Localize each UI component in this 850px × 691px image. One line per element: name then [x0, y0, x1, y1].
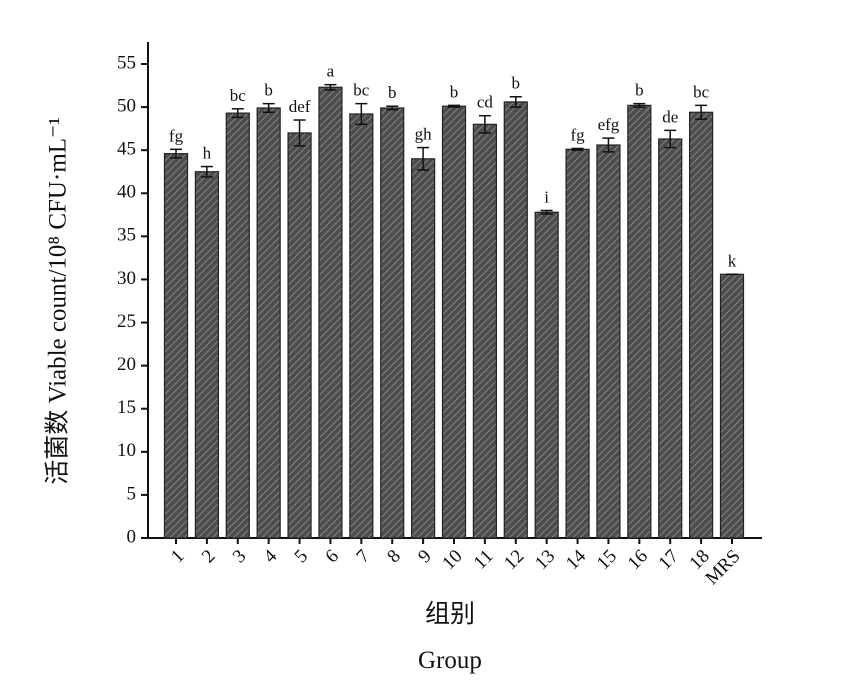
x-tick-label: 15: [593, 546, 621, 574]
bar: [163, 153, 189, 539]
y-tick-label: 0: [127, 526, 137, 547]
bar: [411, 158, 436, 539]
y-tick-label: 10: [117, 440, 136, 461]
x-tick-label: 12: [500, 546, 528, 574]
x-tick-label: 14: [562, 545, 591, 574]
x-tick-label: 1: [167, 546, 189, 568]
significance-letter: b: [264, 81, 273, 100]
bar: [472, 123, 497, 539]
significance-letter: efg: [598, 115, 620, 134]
bar: [565, 148, 590, 539]
x-tick-label: MRS: [701, 546, 744, 589]
x-tick-label: 6: [321, 546, 343, 568]
y-tick-label: 40: [117, 182, 136, 203]
significance-letter: def: [289, 97, 311, 116]
x-tick-label: 4: [260, 545, 282, 567]
x-tick-label: 3: [229, 546, 251, 568]
significance-letter: bc: [230, 86, 247, 105]
significance-letter: a: [327, 62, 335, 81]
significance-letter: b: [635, 81, 644, 100]
significance-letter: fg: [169, 126, 184, 145]
y-tick-label: 55: [117, 52, 136, 73]
x-tick-label: 10: [438, 546, 466, 574]
bar: [194, 171, 219, 539]
significance-letter: fg: [570, 125, 585, 144]
significance-letter: i: [544, 188, 549, 207]
bar: [318, 86, 343, 539]
significance-letter: b: [388, 83, 397, 102]
significance-letter: de: [662, 107, 678, 126]
x-axis-title-en: Group: [418, 647, 482, 674]
significance-letter: cd: [477, 93, 494, 112]
y-tick-label: 25: [117, 311, 136, 332]
x-tick-label: 13: [531, 546, 559, 574]
x-tick-label: 16: [624, 546, 652, 574]
bar: [287, 132, 312, 539]
significance-letter: gh: [415, 125, 433, 144]
y-axis-title: 活菌数 Viable count/10⁸ CFU·mL⁻¹: [44, 117, 72, 484]
significance-letter: h: [203, 144, 212, 163]
y-tick-label: 15: [117, 397, 136, 418]
significance-letter: bc: [693, 82, 710, 101]
x-tick-label: 5: [291, 546, 313, 568]
bar: [596, 144, 621, 539]
significance-letter: bc: [353, 81, 370, 100]
bar: [441, 105, 467, 539]
bar: [627, 104, 652, 539]
significance-letter: k: [728, 251, 737, 270]
significance-letter: b: [450, 82, 459, 101]
x-tick-label: 2: [198, 546, 220, 568]
x-tick-label: 11: [470, 546, 498, 574]
y-tick-label: 5: [127, 483, 137, 504]
x-tick-label: 17: [655, 546, 683, 574]
y-tick-label: 35: [117, 225, 136, 246]
x-axis-title: 组别: [425, 600, 475, 628]
y-tick-label: 30: [117, 268, 136, 289]
y-tick-label: 45: [117, 139, 136, 160]
bar: [503, 101, 528, 539]
bar: [256, 107, 281, 539]
y-tick-label: 20: [117, 354, 136, 375]
bar: [349, 113, 374, 539]
bar: [534, 211, 559, 539]
x-tick-label: 7: [352, 546, 374, 568]
bar: [689, 111, 714, 539]
bar: [719, 273, 745, 539]
bar: [658, 138, 683, 539]
significance-letter: b: [512, 74, 521, 93]
x-tick-label: 9: [414, 546, 436, 568]
bar: [225, 112, 250, 539]
x-tick-label: 8: [383, 546, 405, 568]
bar: [380, 107, 405, 539]
y-tick-label: 50: [117, 95, 136, 116]
